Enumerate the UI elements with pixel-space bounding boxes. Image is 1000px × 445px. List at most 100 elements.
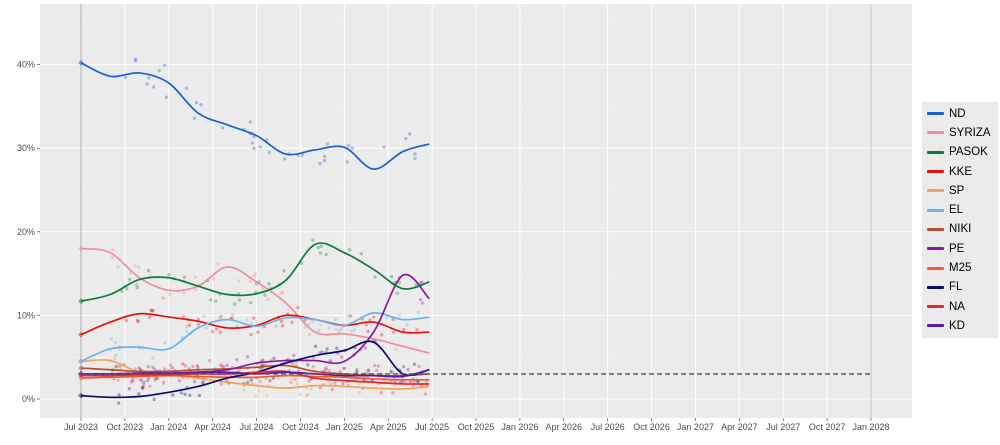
x-tick-label: Jul 2027 [766,422,800,432]
poll-point-kke [218,330,222,334]
poll-point-syriza [279,291,284,295]
poll-point-fl [328,359,333,363]
legend-item-nd: ND [922,104,998,123]
poll-point-nd [267,150,271,155]
poll-point-sp [298,392,302,397]
poll-point-niki [424,380,429,384]
trend-line-m25 [80,374,430,381]
poll-point-fl [416,380,420,384]
poll-point-niki [372,363,377,368]
poll-point-m25 [139,378,143,382]
poll-point-kke [136,318,140,322]
poll-point-nd [408,132,412,136]
legend-item-na: NA [922,297,998,316]
y-tick-label: 40% [17,60,35,70]
poll-point-pe [170,365,174,370]
poll-point-kd [225,363,229,368]
poll-point-kke [249,332,253,337]
poll-point-el [274,324,278,328]
poll-point-sp [357,381,361,385]
poll-point-kke [290,320,294,324]
poll-point-na [379,390,383,395]
poll-point-nd [250,141,255,145]
poll-point-kke [151,308,155,313]
poll-point-nd [199,103,203,107]
poll-point-pe [192,379,197,384]
poll-point-kke [187,323,192,328]
legend-key [927,112,944,116]
legend-label: KD [949,319,965,332]
poll-point-pasok [395,291,400,295]
poll-point-sp [265,393,269,397]
poll-point-kke [252,316,256,320]
legend: ND SYRIZA PASOK KKE SP EL NIKI PE M25 FL NA KD [922,102,998,338]
poll-point-na [153,367,157,372]
x-tick-label: Jan 2024 [150,422,187,432]
poll-point-pe [342,366,346,371]
x-tick-label: Jul 2025 [415,422,449,432]
legend-key [927,131,944,135]
poll-point-niki [155,376,160,381]
legend-key [927,324,944,328]
legend-label: NIKI [949,223,972,236]
poll-point-pe [181,362,185,366]
x-tick-label: Apr 2026 [546,422,583,432]
poll-point-na [191,364,195,369]
poll-point-pasok [267,282,271,286]
poll-point-fl [335,346,339,350]
poll-point-kd [137,366,141,370]
legend-label: PASOK [949,146,988,159]
poll-point-el [385,316,389,320]
poll-point-pasok [146,268,151,273]
legend-label: EL [949,204,964,217]
trend-line-na [80,370,430,385]
legend-item-pe: PE [922,239,998,258]
x-tick-label: Oct 2025 [458,422,495,432]
poll-point-fl [116,401,121,405]
poll-point-fl [141,385,145,389]
poll-point-niki [327,368,331,373]
poll-point-nd [346,144,351,148]
legend-key [927,150,944,154]
poll-point-niki [366,368,371,372]
poll-point-pe [320,350,324,354]
poll-point-kke [136,319,140,324]
poll-point-nd [123,75,128,80]
poll-point-kd [393,379,397,384]
poll-point-kd [195,364,200,368]
y-tick-label: 20% [17,227,35,237]
poll-point-kke [219,314,223,319]
x-tick-label: Jul 2023 [64,422,98,432]
poll-point-na [220,364,224,368]
poll-point-pasok [373,275,377,279]
poll-point-kd [389,369,393,374]
poll-point-pe [177,379,182,383]
poll-point-el [307,322,311,327]
poll-point-na [291,362,295,366]
poll-point-nd [184,86,189,90]
poll-point-na [141,383,146,387]
x-tick-label: Jul 2024 [240,422,274,432]
poll-point-pe [139,378,143,382]
poll-point-kke [214,327,219,331]
poll-point-sp [306,392,310,397]
poll-point-sp [256,389,261,393]
poll-point-syriza [216,262,220,266]
poll-point-fl [140,386,145,390]
legend-key [927,189,944,193]
poll-point-kke [348,314,353,318]
poll-point-pasok [167,272,171,277]
poll-point-syriza [194,287,198,292]
poll-point-nd [322,158,327,163]
poll-point-kd [355,370,359,374]
poll-point-el [350,329,354,334]
poll-point-sp [254,394,259,398]
legend-label: ND [949,107,966,120]
trend-line-pasok [80,242,430,303]
poll-point-nd [164,95,169,99]
poll-point-nd [404,136,408,141]
poll-point-sp [304,393,309,398]
poll-point-el [397,313,401,317]
poll-point-na [168,363,173,367]
poll-point-el [204,326,209,330]
